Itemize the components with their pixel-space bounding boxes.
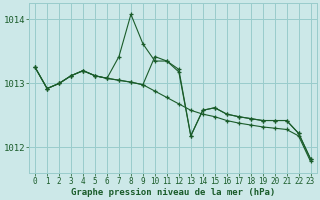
X-axis label: Graphe pression niveau de la mer (hPa): Graphe pression niveau de la mer (hPa) xyxy=(71,188,275,197)
